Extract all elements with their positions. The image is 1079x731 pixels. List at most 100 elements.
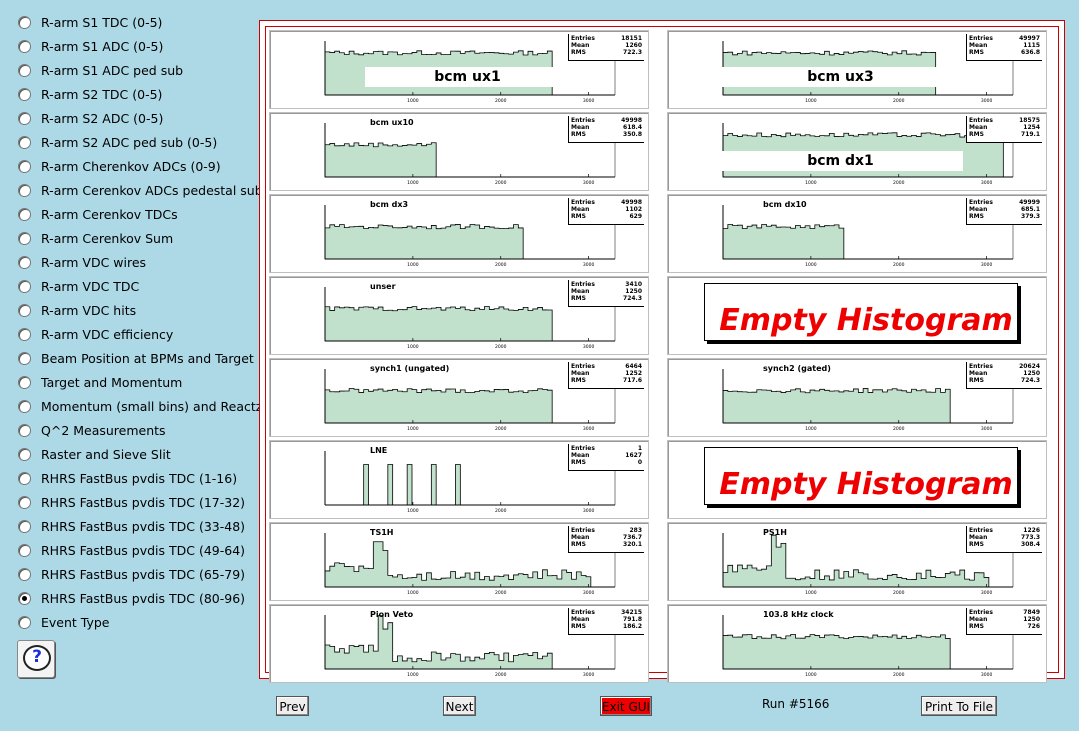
stats-row: Mean 736.7	[571, 534, 642, 541]
help-button[interactable]: ?	[17, 640, 55, 678]
menu-item-label: R-arm Cherenkov ADCs (0-9)	[41, 158, 221, 174]
menu-item[interactable]: R-arm VDC TDC	[14, 276, 139, 296]
menu-item[interactable]: R-arm S2 TDC (0-5)	[14, 84, 162, 104]
radio-button[interactable]	[18, 615, 31, 629]
print-to-file-button[interactable]: Print To File	[921, 696, 997, 716]
histogram-bars	[324, 541, 615, 588]
stats-label: Mean	[571, 288, 590, 295]
radio-button[interactable]	[18, 495, 31, 509]
radio-button[interactable]	[18, 471, 31, 485]
menu-item[interactable]: Q^2 Measurements	[14, 420, 166, 440]
radio-button[interactable]	[18, 207, 31, 221]
menu-item[interactable]: R-arm VDC efficiency	[14, 324, 173, 344]
x-tick-label: 1000	[407, 426, 419, 432]
histogram-plot: 1000 2000 3000	[324, 287, 616, 350]
stats-value: 379.3	[1021, 213, 1040, 220]
menu-item[interactable]: Beam Position at BPMs and Target	[14, 348, 254, 368]
stats-label: Entries	[969, 527, 993, 534]
histogram-pad: 1000 2000 3000 Entries 6464 Mean 1252 RMS 717.6 s…	[269, 358, 649, 437]
histogram-pad: 1000 2000 3000 Entries 1226 Mean 773.3 RMS 308.4…	[667, 522, 1047, 601]
histogram-plot: 1000 2000 3000	[324, 123, 616, 186]
empty-histogram-pad: Empty Histogram	[667, 440, 1047, 519]
radio-button[interactable]	[18, 159, 31, 173]
menu-item[interactable]: RHRS FastBus pvdis TDC (1-16)	[14, 468, 237, 488]
menu-item-label: RHRS FastBus pvdis TDC (1-16)	[41, 470, 238, 486]
radio-button[interactable]	[18, 543, 31, 557]
stats-label: Mean	[571, 616, 590, 623]
stats-row: Entries 18151	[571, 35, 642, 42]
radio-button[interactable]	[18, 567, 31, 581]
radio-button[interactable]	[18, 63, 31, 77]
stats-row: RMS 0	[571, 459, 642, 466]
menu-item[interactable]: Target and Momentum	[14, 372, 182, 392]
menu-item[interactable]: R-arm VDC hits	[14, 300, 136, 320]
radio-button[interactable]	[18, 375, 31, 389]
stats-label: RMS	[969, 131, 984, 138]
menu-item[interactable]: RHRS FastBus pvdis TDC (49-64)	[14, 540, 245, 560]
stats-value: 1627	[625, 452, 642, 459]
radio-button[interactable]	[18, 231, 31, 245]
stats-row: Mean 1250	[571, 288, 642, 295]
radio-button[interactable]	[18, 303, 31, 317]
x-tick-label: 1000	[407, 672, 419, 678]
stats-value: 629	[629, 213, 642, 220]
radio-button[interactable]	[18, 399, 31, 413]
menu-item[interactable]: R-arm Cerenkov Sum	[14, 228, 173, 248]
prev-button[interactable]: Prev	[276, 696, 309, 716]
x-tick-label: 2000	[893, 262, 905, 268]
menu-item[interactable]: RHRS FastBus pvdis TDC (65-79)	[14, 564, 245, 584]
stats-row: Mean 1254	[969, 124, 1040, 131]
radio-button[interactable]	[18, 423, 31, 437]
menu-item[interactable]: R-arm Cerenkov TDCs	[14, 204, 178, 224]
menu-item[interactable]: R-arm S1 TDC (0-5)	[14, 12, 162, 32]
menu-item[interactable]: R-arm VDC wires	[14, 252, 146, 272]
stats-label: Entries	[571, 609, 595, 616]
menu-item[interactable]: R-arm Cherenkov ADCs (0-9)	[14, 156, 221, 176]
radio-button[interactable]	[18, 519, 31, 533]
menu-item[interactable]: Event Type	[14, 612, 110, 632]
histogram-pad: 1000 2000 3000 Entries 3410 Mean 1250 RMS 724.3 u…	[269, 276, 649, 355]
radio-button[interactable]	[18, 39, 31, 53]
radio-button[interactable]	[18, 183, 31, 197]
menu-item[interactable]: RHRS FastBus pvdis TDC (80-96)	[14, 588, 245, 608]
menu-item[interactable]: R-arm S1 ADC ped sub	[14, 60, 183, 80]
stats-label: Entries	[571, 35, 595, 42]
menu-item[interactable]: Raster and Sieve Slit	[14, 444, 171, 464]
menu-item[interactable]: Momentum (small bins) and Reactz	[14, 396, 262, 416]
histogram-pad: 1000 2000 3000 Entries 34215 Mean 791.8 RMS 186.…	[269, 604, 649, 683]
stats-label: Mean	[571, 534, 590, 541]
stats-row: RMS 724.3	[969, 377, 1040, 384]
exit-gui-button[interactable]: Exit GUI	[600, 696, 652, 716]
x-tick-label: 1000	[805, 590, 817, 596]
x-tick-label: 1000	[805, 180, 817, 186]
menu-item-label: R-arm VDC hits	[41, 302, 137, 318]
radio-button[interactable]	[18, 135, 31, 149]
radio-button[interactable]	[18, 111, 31, 125]
stats-label: Entries	[571, 117, 595, 124]
histogram-pad: 1000 2000 3000 Entries 18151 Mean 1260 RMS 722.3…	[269, 30, 649, 109]
menu-item[interactable]: R-arm S1 ADC (0-5)	[14, 36, 163, 56]
radio-button[interactable]	[18, 591, 31, 605]
menu-item[interactable]: RHRS FastBus pvdis TDC (33-48)	[14, 516, 245, 536]
menu-item[interactable]: R-arm S2 ADC (0-5)	[14, 108, 163, 128]
radio-button[interactable]	[18, 351, 31, 365]
radio-button[interactable]	[18, 15, 31, 29]
stats-value: 18151	[621, 35, 642, 42]
stats-box: Entries 7849 Mean 1250 RMS 726	[966, 608, 1042, 635]
stats-row: Entries 18575	[969, 117, 1040, 124]
empty-histogram-box: Empty Histogram	[704, 447, 1018, 505]
radio-button[interactable]	[18, 87, 31, 101]
menu-item[interactable]: RHRS FastBus pvdis TDC (17-32)	[14, 492, 245, 512]
menu-item[interactable]: R-arm Cerenkov ADCs pedestal sub	[14, 180, 263, 200]
radio-button[interactable]	[18, 279, 31, 293]
stats-value: 618.4	[623, 124, 642, 131]
radio-button[interactable]	[18, 447, 31, 461]
stats-label: RMS	[571, 377, 586, 384]
radio-button[interactable]	[18, 327, 31, 341]
next-button[interactable]: Next	[443, 696, 476, 716]
menu-item[interactable]: R-arm S2 ADC ped sub (0-5)	[14, 132, 217, 152]
histogram-pad: 1000 2000 3000 Entries 18575 Mean 1254 RMS 719.1…	[667, 112, 1047, 191]
x-tick-label: 2000	[495, 344, 507, 350]
menu-item-label: Q^2 Measurements	[41, 422, 166, 438]
radio-button[interactable]	[18, 255, 31, 269]
